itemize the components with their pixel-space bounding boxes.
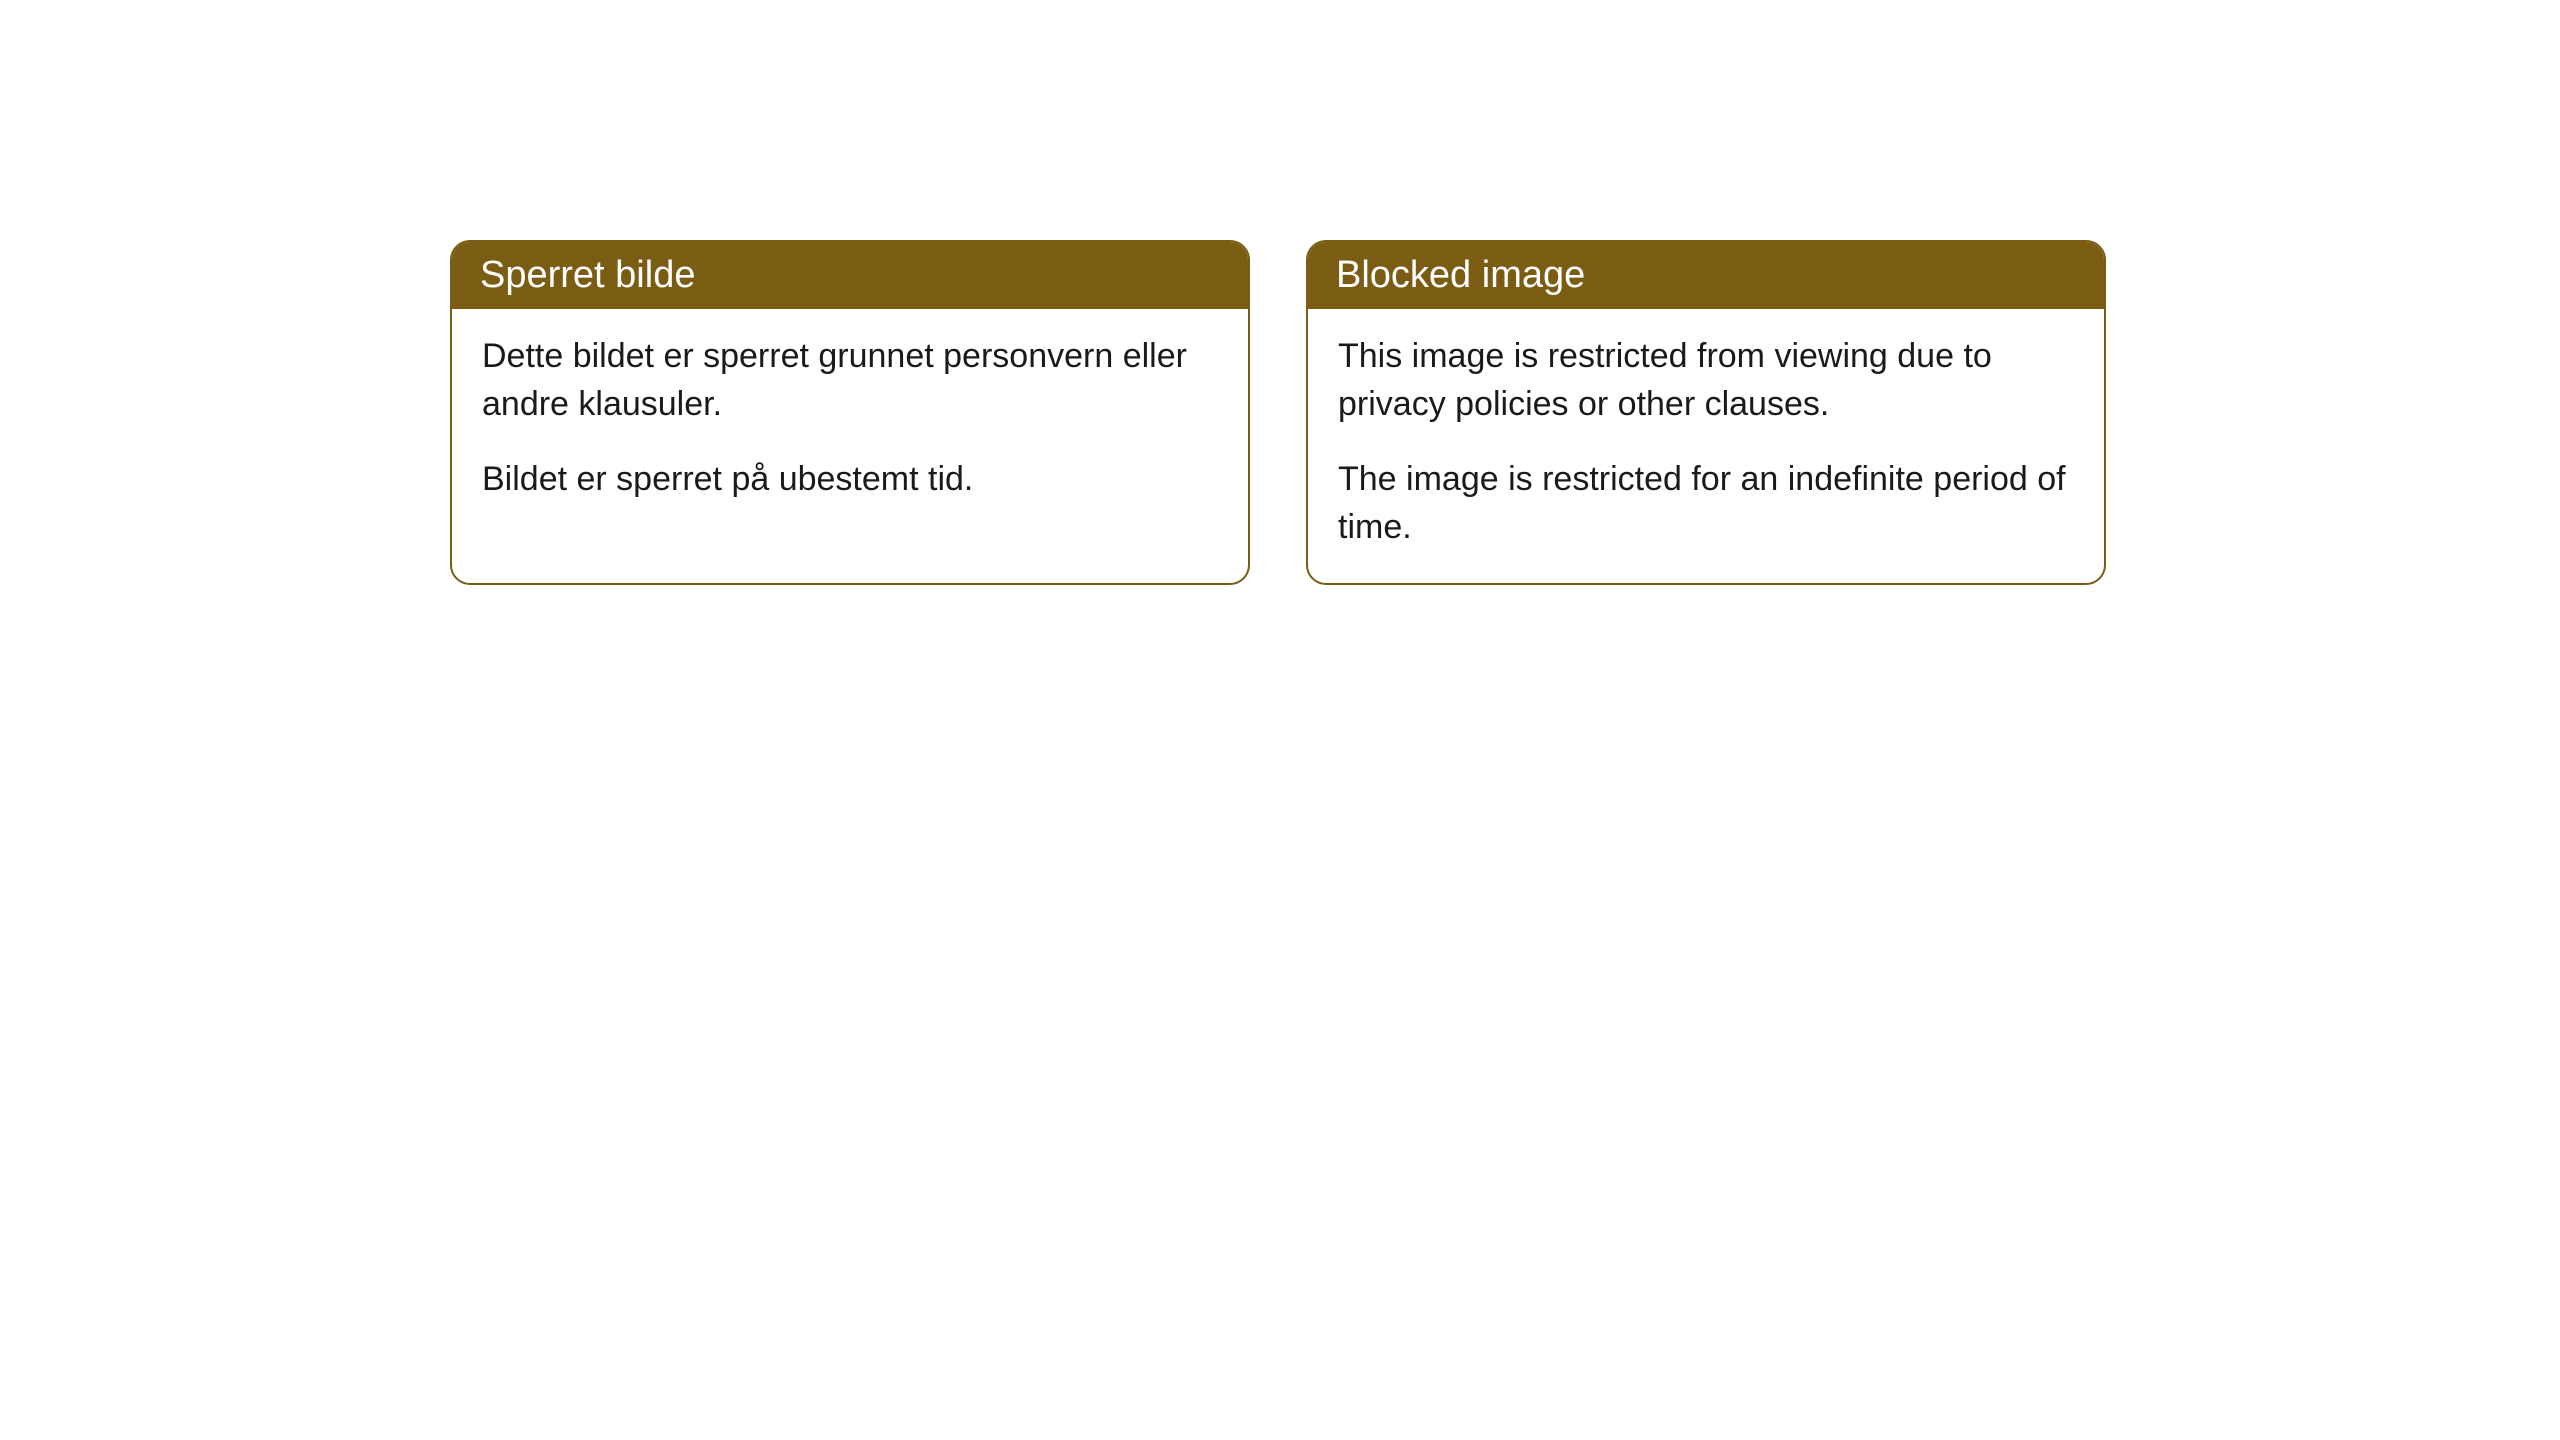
card-header-norwegian: Sperret bilde [452, 242, 1248, 309]
cards-container: Sperret bilde Dette bildet er sperret gr… [450, 240, 2106, 585]
card-paragraph-1-norwegian: Dette bildet er sperret grunnet personve… [482, 333, 1218, 428]
card-english: Blocked image This image is restricted f… [1306, 240, 2106, 585]
card-body-norwegian: Dette bildet er sperret grunnet personve… [452, 309, 1248, 536]
card-header-english: Blocked image [1308, 242, 2104, 309]
card-paragraph-2-english: The image is restricted for an indefinit… [1338, 456, 2074, 551]
card-title-norwegian: Sperret bilde [480, 254, 695, 296]
card-body-english: This image is restricted from viewing du… [1308, 309, 2104, 583]
card-paragraph-2-norwegian: Bildet er sperret på ubestemt tid. [482, 456, 1218, 504]
card-paragraph-1-english: This image is restricted from viewing du… [1338, 333, 2074, 428]
card-norwegian: Sperret bilde Dette bildet er sperret gr… [450, 240, 1250, 585]
card-title-english: Blocked image [1336, 254, 1585, 296]
